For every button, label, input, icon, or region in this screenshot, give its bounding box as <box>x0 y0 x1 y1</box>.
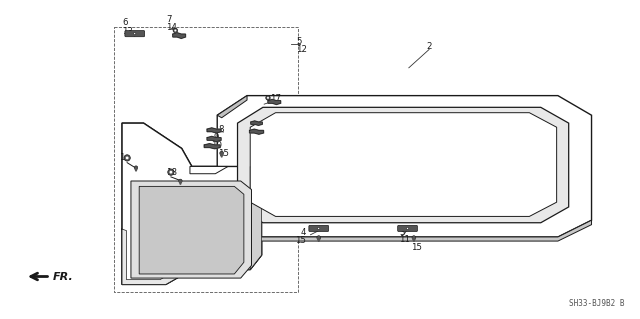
Polygon shape <box>268 100 281 105</box>
Polygon shape <box>135 168 137 171</box>
Polygon shape <box>122 123 262 285</box>
Text: FR.: FR. <box>52 272 73 282</box>
Circle shape <box>170 171 172 174</box>
Polygon shape <box>251 121 262 125</box>
Circle shape <box>267 97 269 99</box>
Polygon shape <box>217 220 591 241</box>
Text: 9: 9 <box>213 133 219 143</box>
Polygon shape <box>139 186 244 274</box>
Polygon shape <box>413 239 415 242</box>
FancyBboxPatch shape <box>125 31 145 37</box>
Circle shape <box>134 166 138 169</box>
Text: 17: 17 <box>271 94 282 103</box>
Circle shape <box>266 96 270 100</box>
Polygon shape <box>122 229 262 285</box>
Text: 16: 16 <box>260 125 271 134</box>
Text: 15: 15 <box>218 149 230 158</box>
Text: 6: 6 <box>122 19 127 27</box>
Circle shape <box>317 227 320 229</box>
Text: 14: 14 <box>166 23 177 32</box>
Text: 4: 4 <box>301 228 306 237</box>
Text: 2: 2 <box>427 42 432 51</box>
Circle shape <box>179 179 182 182</box>
Text: 1: 1 <box>119 153 124 162</box>
Text: 18: 18 <box>166 168 177 177</box>
Circle shape <box>125 157 129 160</box>
Text: 5: 5 <box>296 37 301 46</box>
Text: 11: 11 <box>399 235 410 244</box>
Polygon shape <box>207 128 221 133</box>
Polygon shape <box>131 181 252 278</box>
FancyBboxPatch shape <box>397 225 417 232</box>
Circle shape <box>317 236 321 240</box>
Polygon shape <box>173 33 186 38</box>
Polygon shape <box>250 129 264 134</box>
Polygon shape <box>217 96 247 118</box>
Text: 7: 7 <box>166 15 172 24</box>
Polygon shape <box>217 96 591 237</box>
Text: SH33-BJ9B2 B: SH33-BJ9B2 B <box>569 299 625 308</box>
Polygon shape <box>220 154 223 157</box>
Circle shape <box>406 227 408 229</box>
Polygon shape <box>204 144 220 149</box>
Text: 15: 15 <box>411 243 422 252</box>
Text: 8: 8 <box>218 125 224 134</box>
Circle shape <box>134 33 136 35</box>
Circle shape <box>174 29 177 32</box>
Polygon shape <box>190 167 228 174</box>
Polygon shape <box>250 167 262 270</box>
Circle shape <box>168 169 174 175</box>
Text: 10: 10 <box>211 141 222 150</box>
Circle shape <box>124 155 131 161</box>
Circle shape <box>173 28 177 33</box>
Text: 12: 12 <box>296 45 307 54</box>
Polygon shape <box>207 137 221 141</box>
Circle shape <box>220 151 223 155</box>
Polygon shape <box>179 182 182 185</box>
FancyBboxPatch shape <box>309 225 328 232</box>
Polygon shape <box>237 107 569 223</box>
Circle shape <box>412 236 416 240</box>
Text: 3: 3 <box>399 228 405 237</box>
Text: 13: 13 <box>122 26 133 36</box>
Polygon shape <box>317 239 320 242</box>
Text: 15: 15 <box>295 236 306 245</box>
Polygon shape <box>250 113 557 216</box>
